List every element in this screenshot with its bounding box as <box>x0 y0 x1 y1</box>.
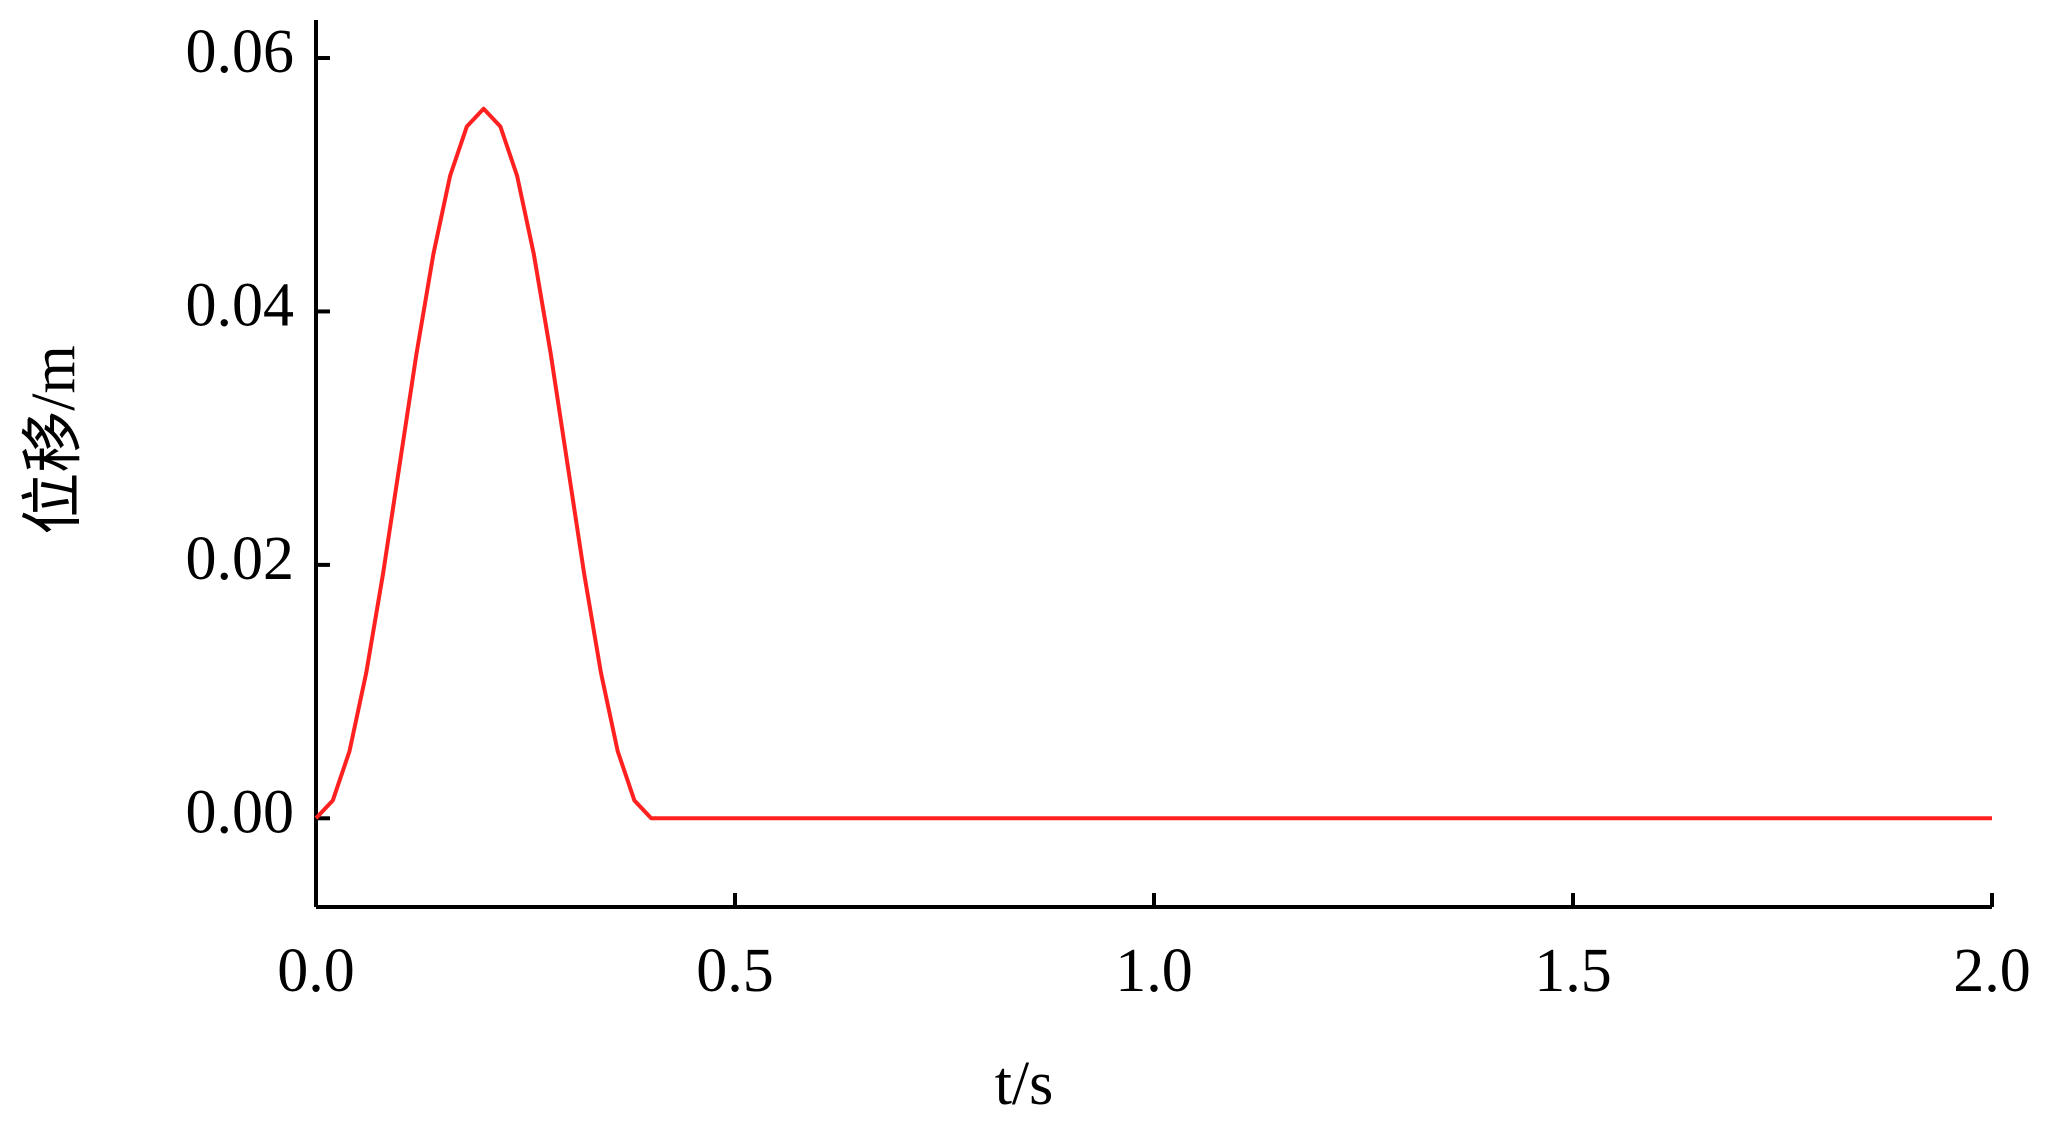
y-tick-label: 0.04 <box>186 272 295 340</box>
data-line <box>314 106 1992 821</box>
x-axis-label: t/s <box>995 1050 1054 1118</box>
x-tick-label: 0.5 <box>696 937 774 1005</box>
x-tick-label: 2.0 <box>1953 937 2031 1005</box>
y-tick-label: 0.06 <box>186 18 295 86</box>
x-tick-label: 1.0 <box>1115 937 1193 1005</box>
y-tick-label: 0.02 <box>186 525 295 593</box>
y-axis-label: 位移/m <box>20 345 88 534</box>
x-tick-label: 0.0 <box>277 937 355 1005</box>
x-tick-label: 1.5 <box>1534 937 1612 1005</box>
y-tick-label: 0.00 <box>186 779 295 847</box>
